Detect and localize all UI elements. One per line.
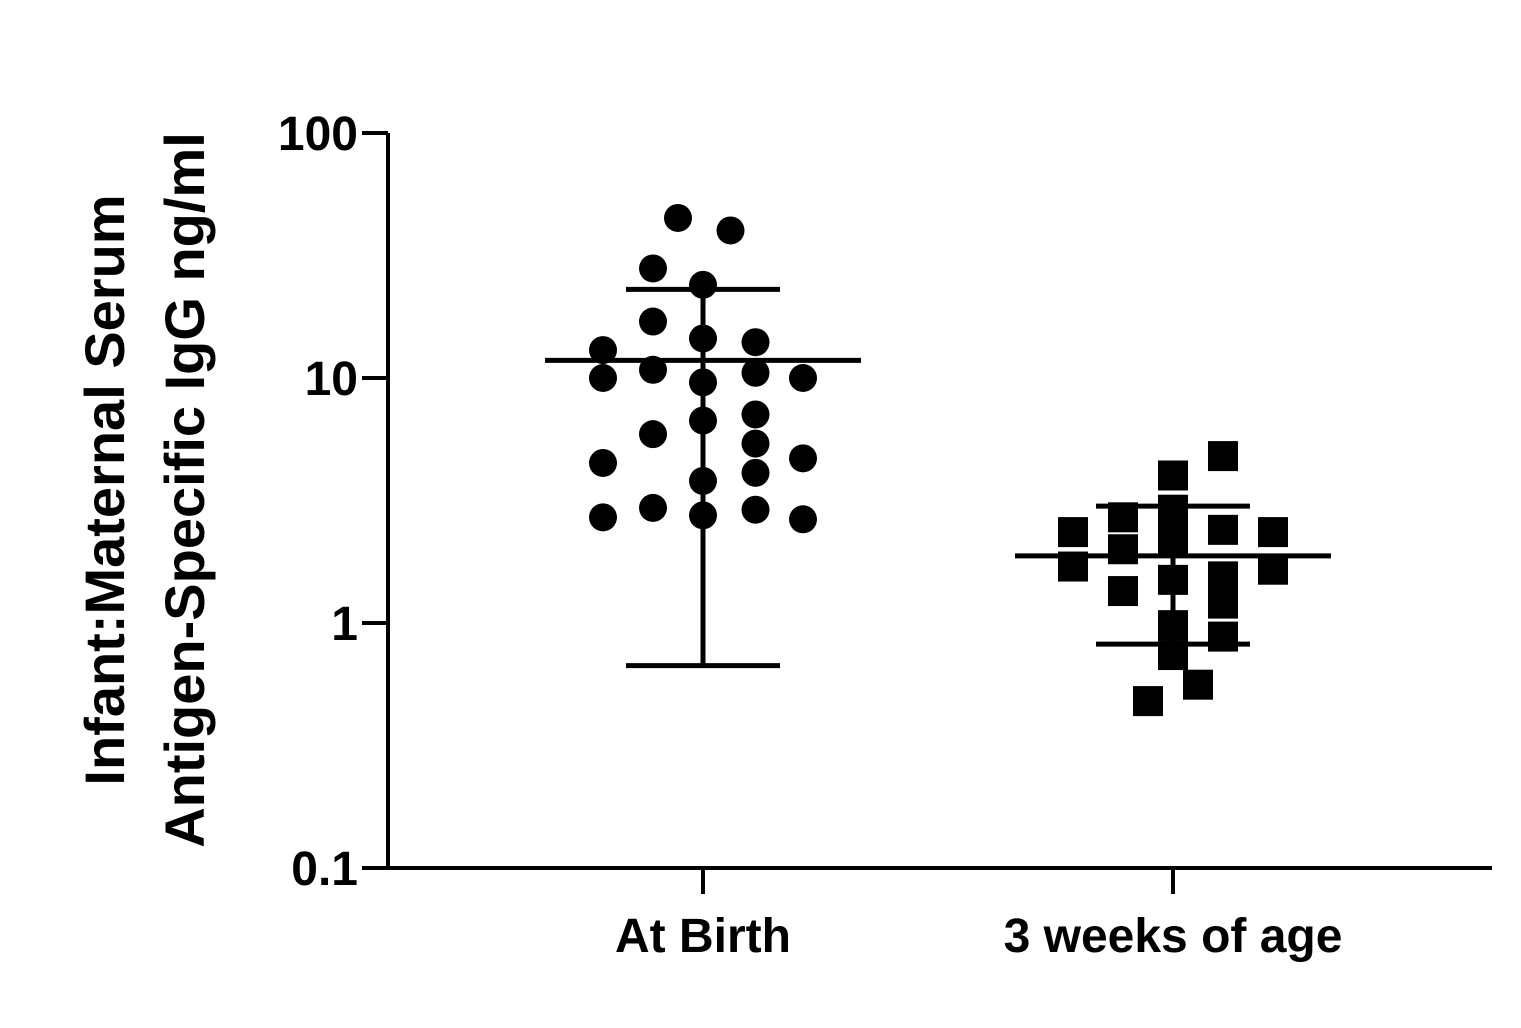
point-0-12: [789, 364, 817, 392]
point-0-24: [741, 495, 770, 524]
point-0-14: [741, 400, 770, 429]
y-axis-title-line-2: Antigen-Specific IgG ng/ml: [153, 132, 216, 848]
x-tick-label-1: 3 weeks of age: [1004, 910, 1343, 963]
point-1-10: [1258, 554, 1288, 585]
point-0-17: [589, 448, 617, 477]
point-1-0: [1208, 441, 1238, 472]
axes: [362, 131, 1492, 894]
point-0-2: [639, 254, 667, 283]
point-1-14: [1208, 588, 1238, 619]
point-0-21: [589, 503, 617, 532]
point-1-1: [1158, 460, 1188, 491]
point-1-7: [1108, 534, 1138, 565]
error-bars: [545, 286, 1331, 669]
point-1-6: [1258, 517, 1288, 548]
point-0-25: [789, 505, 817, 534]
point-0-8: [589, 364, 617, 392]
point-1-16: [1208, 621, 1238, 652]
point-1-19: [1133, 686, 1163, 717]
point-0-11: [741, 358, 770, 387]
point-0-22: [639, 493, 667, 522]
x-tick-label-0: At Birth: [615, 910, 791, 963]
point-0-6: [741, 328, 770, 357]
y-axis-title-line-1: Infant:Maternal Serum: [73, 194, 136, 785]
point-1-18: [1183, 669, 1213, 700]
point-0-15: [639, 420, 667, 449]
point-0-7: [589, 336, 617, 365]
point-1-13: [1108, 576, 1138, 607]
point-1-12: [1208, 561, 1238, 592]
data-marks: [589, 203, 1288, 717]
point-1-4: [1058, 517, 1088, 548]
y-tick-label-0: 100: [278, 108, 358, 161]
point-0-4: [639, 307, 667, 336]
y-tick-label-2: 1: [331, 598, 358, 651]
point-1-5: [1208, 514, 1238, 545]
point-0-18: [741, 458, 770, 487]
y-tick-label-1: 10: [305, 353, 358, 406]
point-0-1: [716, 216, 745, 245]
y-tick-label-3: 0.1: [291, 843, 358, 896]
point-0-16: [741, 429, 770, 458]
labels: 100 10 1 0.1 At Birth 3 weeks of age Infant:Ma…: [73, 108, 1342, 963]
point-0-19: [789, 444, 817, 473]
point-0-0: [664, 203, 692, 232]
